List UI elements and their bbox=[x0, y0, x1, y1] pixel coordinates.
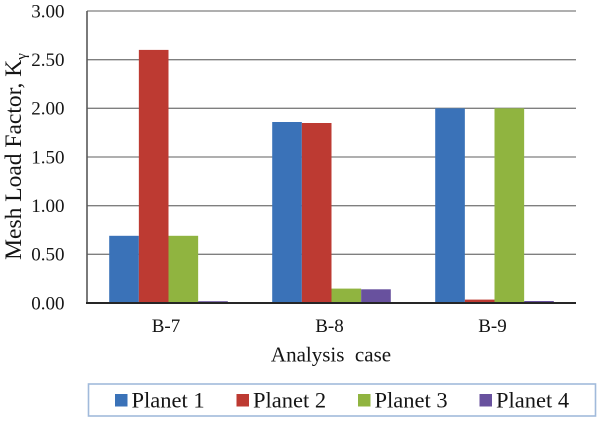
svg-text:Mesh Load Factor, Kγ: Mesh Load Factor, Kγ bbox=[1, 53, 30, 260]
svg-text:Planet 3: Planet 3 bbox=[375, 388, 448, 413]
svg-text:Planet 4: Planet 4 bbox=[496, 388, 569, 413]
svg-text:2.00: 2.00 bbox=[31, 99, 64, 120]
svg-text:Planet 1: Planet 1 bbox=[132, 388, 205, 413]
svg-text:3.00: 3.00 bbox=[31, 1, 64, 22]
svg-text:B-7: B-7 bbox=[152, 316, 181, 337]
svg-text:Planet 2: Planet 2 bbox=[253, 388, 326, 413]
svg-text:Analysis case: Analysis case bbox=[271, 343, 391, 367]
svg-text:B-9: B-9 bbox=[478, 316, 507, 337]
svg-text:1.50: 1.50 bbox=[31, 147, 64, 168]
svg-text:2.50: 2.50 bbox=[31, 50, 64, 71]
svg-text:1.00: 1.00 bbox=[31, 196, 64, 217]
svg-text:0.00: 0.00 bbox=[31, 293, 64, 314]
svg-text:0.50: 0.50 bbox=[31, 245, 64, 266]
svg-text:B-8: B-8 bbox=[315, 316, 344, 337]
